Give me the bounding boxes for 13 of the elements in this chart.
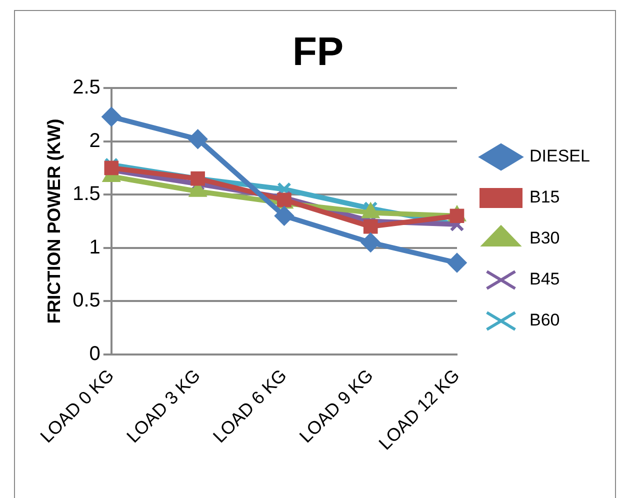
legend-label: B15 [530,188,560,207]
y-axis-title: FRICTION POWER (KW) [44,118,64,324]
y-tick-label: 2 [89,130,100,152]
legend-label: B60 [530,310,560,330]
legend-label: DIESEL [530,146,590,166]
y-tick-label: 0 [89,342,100,365]
y-tick-label: 0.5 [72,290,100,312]
chart-title: FP [292,30,344,74]
y-tick-label: 1 [89,236,100,258]
legend-label: B45 [530,270,560,289]
y-tick-label: 1.5 [72,183,100,206]
y-tick-label: 2.5 [72,76,100,99]
legend-label: B30 [530,228,560,248]
